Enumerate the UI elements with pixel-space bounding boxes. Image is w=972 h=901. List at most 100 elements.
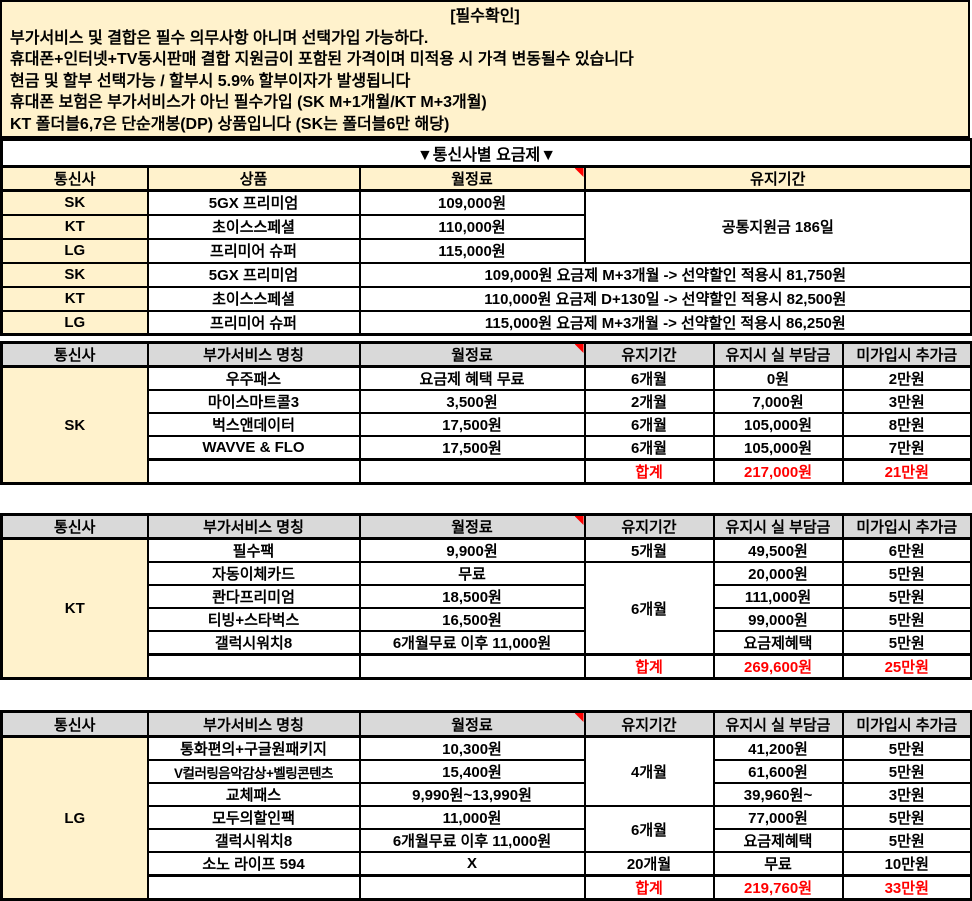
- empty-cell: [146, 458, 361, 485]
- total-label-cell: 합계: [583, 458, 715, 485]
- comment-flag-icon: [574, 344, 583, 353]
- plan-table-title: ▼통신사별 요금제▼: [0, 138, 972, 168]
- period-cell: 6개월: [583, 561, 715, 656]
- cost-cell: 요금제혜택: [712, 630, 844, 656]
- notice-line: 휴대폰 보험은 부가서비스가 아닌 필수가입 (SK M+1개월/KT M+3개…: [10, 94, 487, 112]
- product-cell: 5GX 프리미엄: [146, 261, 361, 288]
- carrier-cell: SK: [0, 261, 149, 288]
- carrier-cell: LG: [0, 237, 149, 264]
- comment-flag-icon: [574, 168, 583, 177]
- extra-cell: 3만원: [841, 782, 972, 807]
- service-name-cell: 통화편의+구글원패키지: [146, 735, 361, 761]
- lg-addon-table: 통신사 부가서비스 명칭 월정료 유지기간 유지시 실 부담금 미가입시 추가금…: [0, 710, 972, 901]
- col-header-cost: 유지시 실 부담금: [712, 341, 844, 368]
- table-row: KT 초이스스페셜 110,000원 요금제 D+130일 -> 선약할인 적용…: [0, 285, 972, 312]
- col-header-fee: 월정료: [358, 165, 586, 192]
- service-name-cell: 우주패스: [146, 365, 361, 391]
- service-name-cell: 콴다프리미엄: [146, 584, 361, 609]
- table-row: 마이스마트콜3 3,500원 2개월 7,000원 3만원: [2, 389, 972, 414]
- col-header-period: 유지기간: [583, 341, 715, 368]
- table-row: 갤럭시워치8 6개월무료 이후 11,000원 요금제혜택 5만원: [2, 630, 972, 656]
- sk-addon-table: 통신사 부가서비스 명칭 월정료 유지기간 유지시 실 부담금 미가입시 추가금…: [0, 341, 972, 485]
- col-header-period: 유지기간: [583, 165, 972, 192]
- table-row: 벅스앤데이터 17,500원 6개월 105,000원 8만원: [2, 412, 972, 437]
- extra-cell: 2만원: [841, 365, 972, 391]
- extra-cell: 5만원: [841, 805, 972, 830]
- monthly-fee-cell: 11,000원: [358, 805, 586, 830]
- table-row: WAVVE & FLO 17,500원 6개월 105,000원 7만원: [2, 435, 972, 461]
- period-cell: 6개월: [583, 435, 715, 461]
- discount-detail-cell: 115,000원 요금제 M+3개월 -> 선약할인 적용시 86,250원: [358, 309, 972, 336]
- carrier-cell: SK: [0, 365, 149, 485]
- cost-cell: 61,600원: [712, 759, 844, 784]
- empty-cell: [358, 653, 586, 680]
- extra-cell: 5만원: [841, 584, 972, 609]
- extra-cell: 5만원: [841, 735, 972, 761]
- total-label-cell: 합계: [583, 874, 715, 901]
- table-row: LG 프리미어 슈퍼 115,000원: [0, 237, 972, 264]
- comment-flag-icon: [574, 516, 583, 525]
- total-cost-cell: 219,760원: [712, 874, 844, 901]
- period-cell: 5개월: [583, 537, 715, 563]
- support-note-cell: 공통지원금 186일: [583, 189, 972, 264]
- discount-detail-cell: 109,000원 요금제 M+3개월 -> 선약할인 적용시 81,750원: [358, 261, 972, 288]
- table-row: 교체패스 9,990원~13,990원 39,960원~ 3만원: [2, 782, 972, 807]
- col-header-service: 부가서비스 명칭: [146, 341, 361, 368]
- col-header-carrier: 통신사: [0, 710, 149, 738]
- total-row: 합계 219,760원 33만원: [2, 874, 972, 901]
- product-cell: 프리미어 슈퍼: [146, 237, 361, 264]
- comment-flag-icon: [574, 713, 583, 722]
- monthly-fee-cell: 6개월무료 이후 11,000원: [358, 828, 586, 853]
- service-name-cell: WAVVE & FLO: [146, 435, 361, 461]
- monthly-fee-cell: 무료: [358, 561, 586, 586]
- monthly-fee-cell: 요금제 혜택 무료: [358, 365, 586, 391]
- total-cost-cell: 269,600원: [712, 653, 844, 680]
- service-name-cell: 갤럭시워치8: [146, 630, 361, 656]
- monthly-fee-cell: 3,500원: [358, 389, 586, 414]
- table-row: 소노 라이프 594 X 20개월 무료 10만원: [2, 851, 972, 877]
- product-cell: 프리미어 슈퍼: [146, 309, 361, 336]
- extra-cell: 10만원: [841, 851, 972, 877]
- empty-cell: [358, 874, 586, 901]
- col-header-extra: 미가입시 추가금: [841, 341, 972, 368]
- carrier-cell: KT: [0, 537, 149, 680]
- col-header-period: 유지기간: [583, 513, 715, 540]
- monthly-fee-cell: 10,300원: [358, 735, 586, 761]
- carrier-cell: KT: [0, 285, 149, 312]
- cost-cell: 요금제혜택: [712, 828, 844, 853]
- cost-cell: 77,000원: [712, 805, 844, 830]
- col-header-carrier: 통신사: [0, 341, 149, 368]
- cost-cell: 0원: [712, 365, 844, 391]
- monthly-fee-cell: X: [358, 851, 586, 877]
- cost-cell: 49,500원: [712, 537, 844, 563]
- cost-cell: 20,000원: [712, 561, 844, 586]
- cost-cell: 105,000원: [712, 435, 844, 461]
- fee-cell: 110,000원: [358, 213, 586, 240]
- monthly-fee-cell: 18,500원: [358, 584, 586, 609]
- col-header-fee: 월정료: [358, 513, 586, 540]
- carrier-cell: LG: [0, 735, 149, 901]
- cost-cell: 41,200원: [712, 735, 844, 761]
- service-name-cell: 티빙+스타벅스: [146, 607, 361, 632]
- notice-title: [필수확인]: [450, 8, 520, 25]
- col-header-product: 상품: [146, 165, 361, 192]
- carrier-cell: LG: [0, 309, 149, 336]
- col-header-service: 부가서비스 명칭: [146, 710, 361, 738]
- table-row: 콴다프리미엄 18,500원 111,000원 5만원: [2, 584, 972, 609]
- extra-cell: 3만원: [841, 389, 972, 414]
- monthly-fee-cell: 6개월무료 이후 11,000원: [358, 630, 586, 656]
- carrier-cell: KT: [0, 213, 149, 240]
- total-extra-cell: 21만원: [841, 458, 972, 485]
- period-cell: 6개월: [583, 365, 715, 391]
- total-row: 합계 217,000원 21만원: [2, 458, 972, 485]
- fee-cell: 115,000원: [358, 237, 586, 264]
- extra-cell: 5만원: [841, 630, 972, 656]
- period-cell: 6개월: [583, 412, 715, 437]
- notice-line: 현금 및 할부 선택가능 / 할부시 5.9% 할부이자가 발생됩니다: [10, 72, 411, 90]
- col-header-carrier: 통신사: [0, 513, 149, 540]
- monthly-fee-cell: 17,500원: [358, 412, 586, 437]
- extra-cell: 5만원: [841, 759, 972, 784]
- notice-line: 부가서비스 및 결합은 필수 의무사항 아니며 선택가입 가능하다.: [10, 29, 429, 47]
- period-cell: 6개월: [583, 805, 715, 853]
- table-row: 자동이체카드 무료 6개월 20,000원 5만원: [2, 561, 972, 656]
